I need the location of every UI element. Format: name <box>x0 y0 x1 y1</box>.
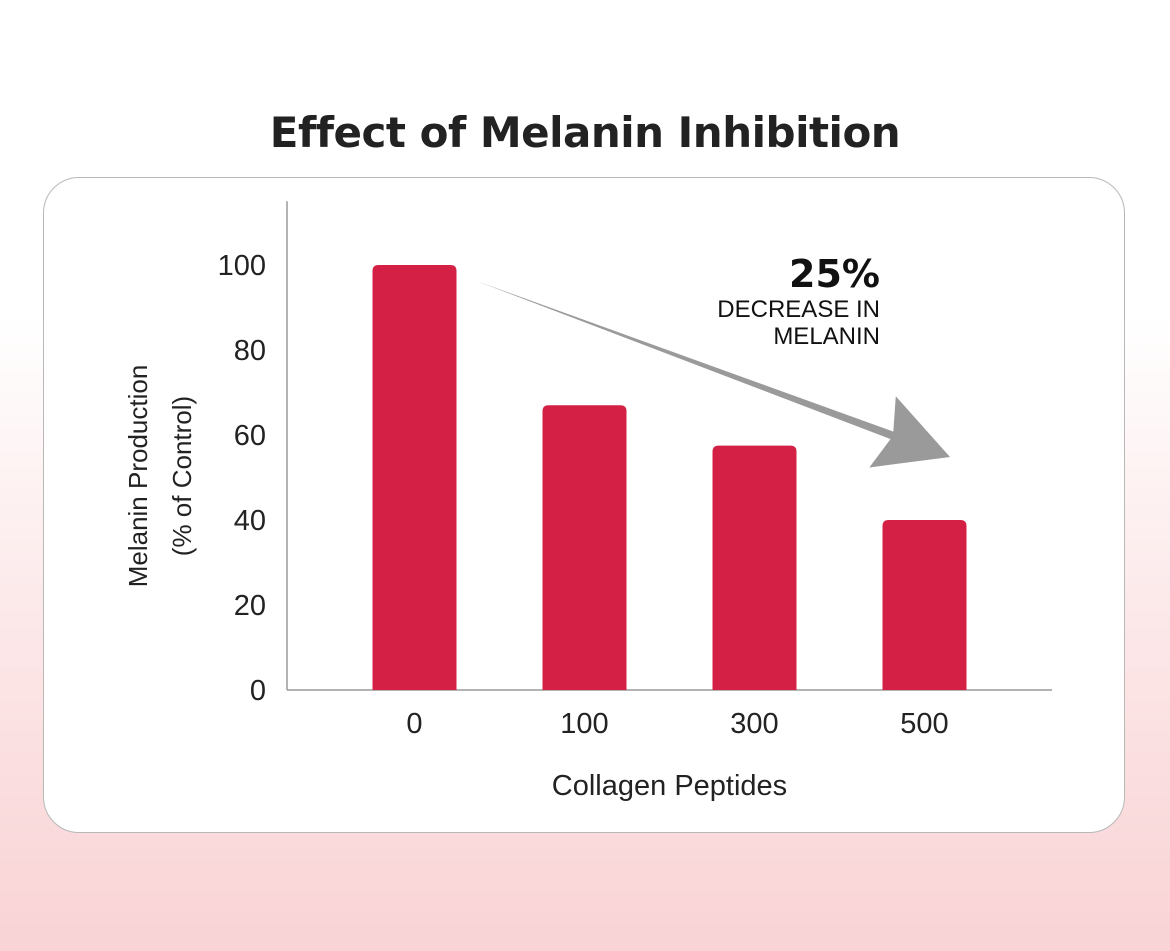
bar-100 <box>542 405 627 690</box>
x-tick-label: 500 <box>900 708 948 740</box>
arrow-icon <box>476 281 950 468</box>
decrease-annotation: 25% DECREASE IN MELANIN <box>717 252 880 350</box>
bar-300 <box>712 445 797 690</box>
y-tick-label: 80 <box>234 335 266 367</box>
y-tick-label: 40 <box>234 505 266 537</box>
bar-500 <box>882 520 967 690</box>
x-tick-label: 100 <box>560 708 608 740</box>
decrease-percent: 25% <box>789 252 880 296</box>
x-tick-label: 0 <box>406 708 422 740</box>
bars <box>372 265 967 690</box>
y-axis-label: Melanin Production (% of Control) <box>116 365 204 588</box>
y-axis: 0 20 40 60 80 100 <box>218 201 1052 707</box>
y-tick-label: 0 <box>250 675 266 707</box>
y-tick-label: 100 <box>218 250 266 282</box>
y-axis-label-line-1: Melanin Production <box>123 364 153 588</box>
chart-title: Effect of Melanin Inhibition <box>269 108 901 157</box>
decrease-text-line-1: DECREASE IN <box>717 296 880 323</box>
y-tick-label: 60 <box>234 420 266 452</box>
y-tick-label: 20 <box>234 590 266 622</box>
x-axis-ticks: 0 100 300 500 <box>406 708 948 740</box>
x-tick-label: 300 <box>730 708 778 740</box>
y-axis-label-line-2: (% of Control) <box>167 395 197 557</box>
bar-0 <box>372 265 457 690</box>
decrease-arrow <box>476 281 950 468</box>
decrease-text-line-2: MELANIN <box>773 323 880 350</box>
x-axis-label: Collagen Peptides <box>551 770 788 802</box>
